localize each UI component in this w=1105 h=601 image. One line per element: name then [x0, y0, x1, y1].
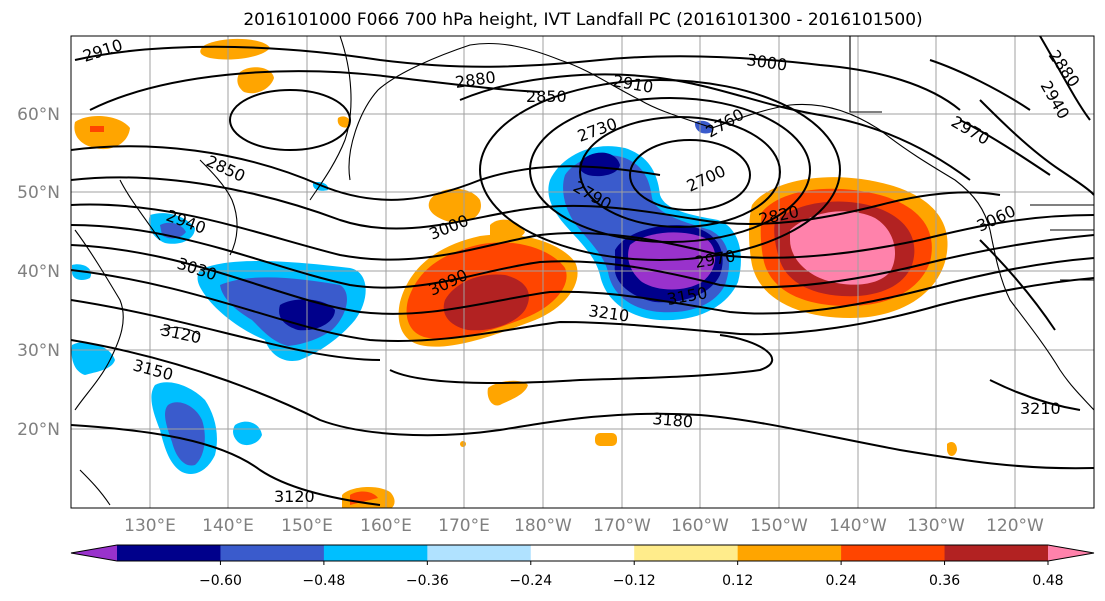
- lon-label: 120°W: [986, 516, 1044, 536]
- colorbar-segments: [71, 545, 1094, 561]
- lon-label: 170°W: [593, 516, 651, 536]
- lat-label: 40°N: [17, 262, 60, 282]
- colorbar-segment: [117, 545, 221, 561]
- lat-label: 50°N: [17, 183, 60, 203]
- coastlines: [74, 36, 1094, 506]
- colorbar-segment: [634, 545, 739, 561]
- lat-label: 60°N: [17, 105, 60, 125]
- colorbar-tick-label: 0.24: [826, 573, 857, 589]
- colorbar: −0.60 −0.48 −0.36 −0.24 −0.12 0.12 0.24 0.36 0.4…: [70, 544, 1095, 589]
- colorbar-segment: [323, 545, 428, 561]
- colorbar-segment: [841, 545, 946, 561]
- colorbar-ticks: −0.60 −0.48 −0.36 −0.24 −0.12 0.12 0.24 0.36 0.4…: [199, 561, 1064, 589]
- lon-label: 140°W: [829, 516, 887, 536]
- lon-label: 150°E: [281, 516, 333, 536]
- map-frame: [70, 35, 1095, 509]
- longitude-labels: 130°E 140°E 150°E 160°E 170°E 180°W 170°…: [124, 516, 1044, 536]
- map-title: 2016101000 F066 700 hPa height, IVT Land…: [243, 10, 922, 30]
- lon-label: 160°E: [360, 516, 412, 536]
- height-contours: [71, 36, 1094, 506]
- colorbar-segment: [71, 545, 117, 561]
- lon-label: 150°W: [750, 516, 808, 536]
- ivt-negative-shading: [71, 120, 741, 475]
- colorbar-tick-label: −0.48: [302, 573, 345, 589]
- colorbar-segment: [737, 545, 842, 561]
- colorbar-segment: [944, 545, 1049, 561]
- lon-label: 180°W: [514, 516, 572, 536]
- lon-label: 160°W: [671, 516, 729, 536]
- lat-label: 30°N: [17, 341, 60, 361]
- contour-label: 3120: [274, 487, 315, 506]
- colorbar-segment: [1048, 545, 1094, 561]
- colorbar-tick-label: 0.48: [1032, 573, 1063, 589]
- colorbar-segment: [427, 545, 532, 561]
- contour-label: 3210: [1020, 399, 1061, 418]
- colorbar-tick-label: −0.24: [509, 573, 552, 589]
- colorbar-tick-label: −0.36: [406, 573, 449, 589]
- colorbar-tick-label: −0.12: [613, 573, 656, 589]
- lon-label: 130°W: [907, 516, 965, 536]
- colorbar-segment: [530, 545, 635, 561]
- lon-label: 140°E: [202, 516, 254, 536]
- colorbar-tick-label: 0.36: [929, 573, 960, 589]
- map-panel: 2910 2880 2850 2910 3000 2880 2970 2940 …: [70, 35, 1095, 509]
- colorbar-tick-label: −0.60: [199, 573, 242, 589]
- contour-label: 2850: [526, 87, 567, 106]
- lat-label: 20°N: [17, 420, 60, 440]
- colorbar-segment: [220, 545, 325, 561]
- colorbar-tick-label: 0.12: [722, 573, 753, 589]
- ivt-positive-shading: [74, 38, 957, 508]
- lon-label: 130°E: [124, 516, 176, 536]
- contour-label: 3180: [652, 409, 694, 431]
- lon-label: 170°E: [438, 516, 490, 536]
- latitude-labels: 60°N 50°N 40°N 30°N 20°N: [17, 105, 60, 440]
- colorbar-outline: [70, 544, 1095, 562]
